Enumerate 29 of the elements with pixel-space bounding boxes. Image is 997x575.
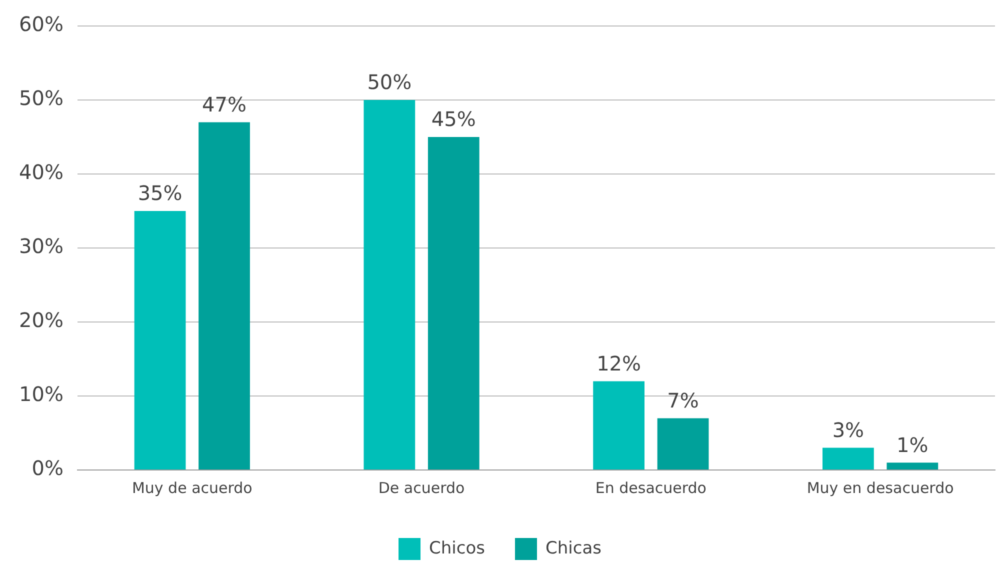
data-label: 12% [596, 351, 642, 376]
y-tick-label: 40% [19, 160, 64, 184]
bar [364, 100, 416, 470]
data-label: 45% [431, 107, 476, 132]
data-label: 1% [896, 432, 928, 457]
x-tick-label: Muy en desacuerdo [806, 478, 954, 497]
data-label: 3% [832, 418, 864, 442]
y-tick-label: 30% [19, 234, 64, 258]
x-tick-label: Muy de acuerdo [132, 478, 252, 497]
data-label: 35% [138, 181, 182, 206]
y-tick-label: 0% [32, 456, 64, 480]
legend-label: Chicas [545, 538, 602, 558]
legend-label: Chicos [429, 538, 486, 558]
data-label: 50% [367, 70, 412, 94]
y-tick-label: 60% [19, 12, 64, 36]
bar [428, 137, 480, 470]
data-label: 7% [667, 388, 699, 412]
y-tick-label: 10% [19, 382, 64, 406]
x-tick-label: En desacuerdo [595, 478, 706, 497]
bar [886, 462, 938, 470]
x-tick-label: De acuerdo [378, 478, 465, 497]
data-label: 47% [202, 92, 246, 116]
bar [822, 448, 874, 470]
bar [198, 122, 250, 470]
bar [134, 211, 186, 470]
y-tick-label: 50% [19, 86, 64, 110]
y-tick-label: 20% [19, 308, 64, 332]
bar [657, 418, 709, 470]
bar [593, 381, 644, 470]
